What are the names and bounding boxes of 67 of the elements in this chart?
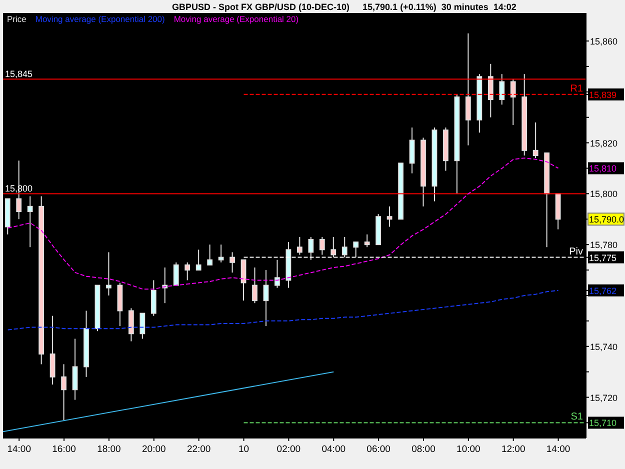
y-tick-label: 15,775 xyxy=(589,252,617,263)
candlestick xyxy=(296,236,302,256)
ref-line-label: 15,845 xyxy=(5,69,33,80)
candlestick xyxy=(140,312,146,340)
candlestick xyxy=(128,308,134,342)
candlestick xyxy=(308,236,314,260)
candlestick xyxy=(353,242,359,258)
candlestick xyxy=(488,63,494,118)
text: Moving average (Exponential 200) xyxy=(35,14,165,24)
x-tick-label: 06:00 xyxy=(366,444,390,455)
candlestick xyxy=(61,364,66,421)
chart-subtitle: 15,790.1 (+0.11%) xyxy=(362,2,436,12)
y-tick-label: 15,762 xyxy=(589,286,617,296)
candlestick xyxy=(106,252,112,296)
candlestick xyxy=(196,249,202,271)
candlestick xyxy=(184,262,190,281)
x-tick-label: 10:00 xyxy=(456,444,480,455)
y-tick-label: 15,780 xyxy=(590,240,618,250)
x-tick-label: 10 xyxy=(238,444,250,455)
candlestick xyxy=(342,236,348,258)
candlestick xyxy=(409,127,415,174)
candlestick xyxy=(330,236,336,258)
series-label: Piv xyxy=(569,246,583,258)
x-tick-label: 04:00 xyxy=(322,444,346,455)
y-tick-label: 15,740 xyxy=(590,342,618,352)
x-tick-label: 16:00 xyxy=(52,444,76,455)
x-tick-label: 08:00 xyxy=(412,444,436,455)
y-tick-label: 15,800 xyxy=(590,189,618,200)
text: 14:02 xyxy=(493,2,516,12)
candlestick xyxy=(386,206,392,228)
candlestick xyxy=(465,32,471,146)
y-tick-label: 15,820 xyxy=(590,138,618,148)
candlestick xyxy=(240,259,246,302)
candlestick xyxy=(50,315,56,386)
series-label: S1 xyxy=(570,412,584,423)
chart-title: GBPUSD - Spot FX GBP/USD (10-DEC-10) xyxy=(172,2,350,12)
y-tick-label: 15,720 xyxy=(590,392,618,403)
text: Moving average (Exponential 20) xyxy=(174,14,299,24)
candlestick xyxy=(499,74,505,106)
candlestick xyxy=(532,122,538,159)
series-label: R1 xyxy=(570,83,584,94)
y-tick-label: 15,810 xyxy=(589,164,617,174)
candlestick xyxy=(252,266,258,304)
y-tick-label: 15,839 xyxy=(589,90,617,100)
candlestick xyxy=(218,244,224,263)
y-tick-label: 15,710 xyxy=(589,418,617,428)
candlestick xyxy=(173,262,179,286)
candlestick xyxy=(263,270,269,327)
x-tick-label: 18:00 xyxy=(97,444,121,455)
candlestick xyxy=(364,234,370,248)
candlestick xyxy=(207,244,213,266)
text: Price xyxy=(7,14,26,24)
candlestick xyxy=(72,338,78,400)
y-tick-label: 15,860 xyxy=(590,36,618,46)
x-tick-label: 14:00 xyxy=(7,444,31,455)
x-tick-label: 22:00 xyxy=(186,444,211,455)
candlestick xyxy=(274,259,280,288)
candlestick xyxy=(230,252,235,274)
candlestick xyxy=(150,280,156,316)
candlestick xyxy=(27,196,33,248)
x-tick-label: 14:00 xyxy=(546,444,570,455)
text: 30 minutes xyxy=(441,2,488,12)
candlestick xyxy=(319,236,325,256)
x-tick-label: 02:00 xyxy=(276,444,301,455)
x-tick-label: 12:00 xyxy=(501,444,526,455)
candlestick xyxy=(510,78,516,126)
x-tick-label: 20:00 xyxy=(142,444,166,455)
